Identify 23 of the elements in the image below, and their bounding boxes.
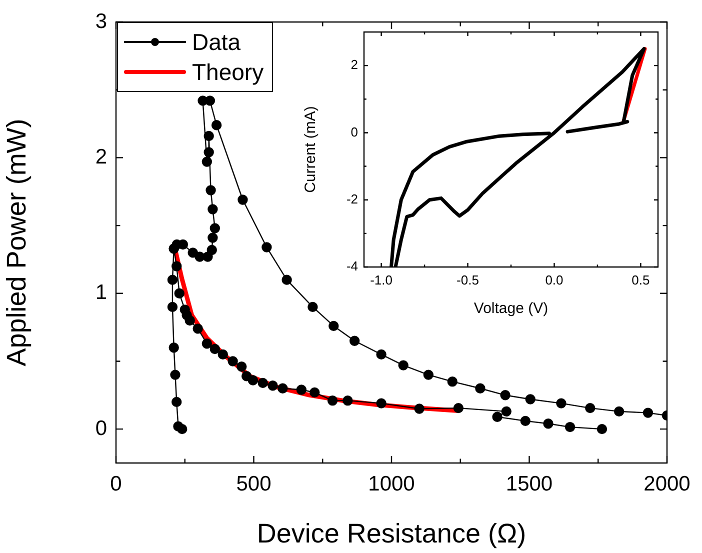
y-tick-label: 0 bbox=[95, 416, 107, 440]
x-tick-label: -1.0 bbox=[370, 272, 392, 288]
x-tick-label: 0.5 bbox=[632, 272, 650, 288]
y-tick-label: 2 bbox=[350, 57, 358, 72]
y-axis-title: Applied Power (mW) bbox=[2, 118, 32, 366]
y-tick-label: -2 bbox=[346, 191, 358, 206]
x-tick-label: 500 bbox=[236, 472, 272, 496]
y-axis-title: Current (mA) bbox=[302, 106, 320, 193]
x-tick-label: 0 bbox=[110, 472, 122, 496]
x-axis-title: Device Resistance (Ω) bbox=[256, 518, 526, 548]
legend-label: Data bbox=[192, 28, 241, 57]
x-tick-label: 0.0 bbox=[545, 272, 564, 288]
x-tick-label: 1000 bbox=[368, 472, 415, 496]
x-tick-label: -0.5 bbox=[456, 272, 479, 288]
y-tick-label: 3 bbox=[95, 10, 107, 33]
y-tick-label: -4 bbox=[346, 258, 358, 274]
legend-label: Theory bbox=[192, 58, 264, 87]
x-tick-label: 1500 bbox=[506, 472, 553, 496]
x-axis-title: Voltage (V) bbox=[474, 300, 548, 318]
y-tick-label: 0 bbox=[350, 124, 358, 140]
y-tick-label: 2 bbox=[95, 145, 107, 168]
y-tick-label: 1 bbox=[95, 281, 107, 304]
x-tick-label: 2000 bbox=[644, 472, 690, 496]
